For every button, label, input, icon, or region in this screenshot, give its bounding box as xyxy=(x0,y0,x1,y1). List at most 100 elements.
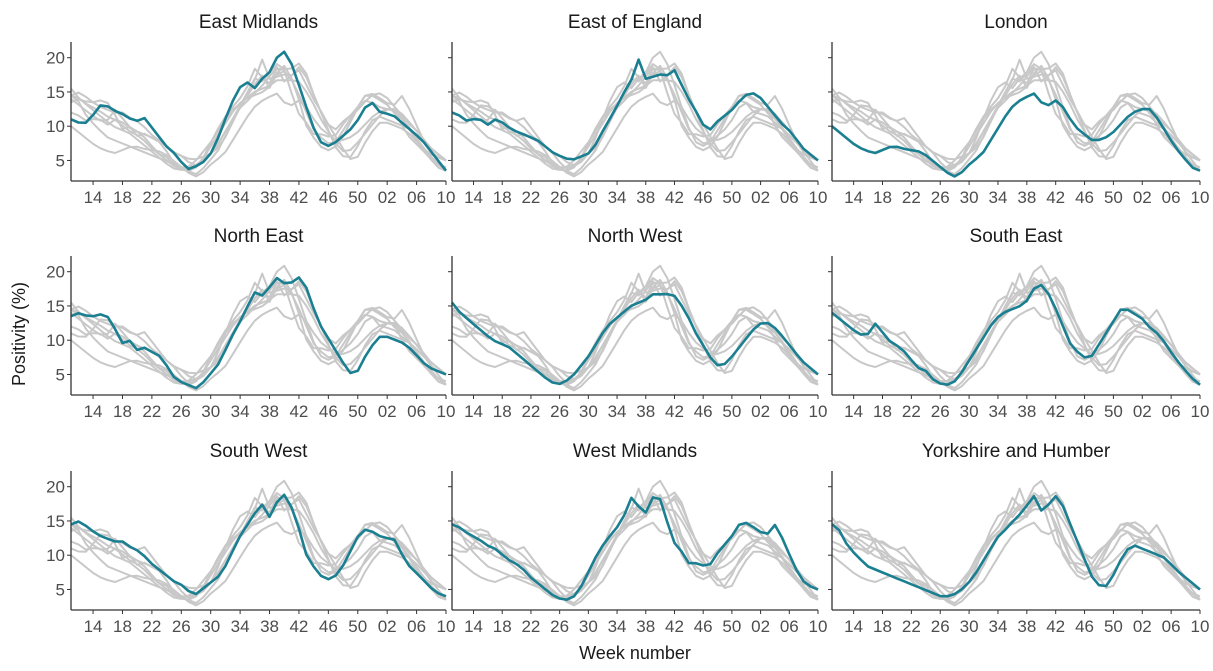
background-series-line xyxy=(831,496,1201,601)
highlight-series-line xyxy=(70,276,447,390)
x-tick-label: 06 xyxy=(1162,188,1181,207)
x-tick-label: 46 xyxy=(319,617,338,636)
panel-title: North East xyxy=(214,226,304,247)
x-tick-label: 10 xyxy=(1191,402,1210,421)
x-tick-label: 50 xyxy=(722,617,741,636)
x-tick-label: 42 xyxy=(289,402,308,421)
y-tick-label: 15 xyxy=(46,512,65,531)
panel-title: North West xyxy=(588,226,683,247)
x-tick-label: 38 xyxy=(260,188,279,207)
y-tick-label: 20 xyxy=(46,478,65,497)
x-tick-label: 50 xyxy=(722,188,741,207)
y-tick-label: 5 xyxy=(56,151,65,170)
background-series-line xyxy=(831,521,1201,607)
background-series-line xyxy=(831,281,1201,386)
x-tick-label: 26 xyxy=(931,402,950,421)
x-tick-label: 42 xyxy=(1046,402,1065,421)
panel-london: London 14 18 22 26 30 34 38 42 46 50 02 06 10 xyxy=(828,12,1209,207)
x-tick-label: 02 xyxy=(1133,188,1152,207)
x-tick-label: 02 xyxy=(378,617,397,636)
x-tick-label: 34 xyxy=(608,617,627,636)
x-tick-label: 30 xyxy=(579,617,598,636)
x-tick-label: 14 xyxy=(84,402,103,421)
x-tick-label: 30 xyxy=(960,402,979,421)
x-tick-label: 18 xyxy=(113,617,132,636)
x-tick-label: 42 xyxy=(1046,188,1065,207)
x-tick-label: 26 xyxy=(550,617,569,636)
x-tick-label: 18 xyxy=(873,402,892,421)
x-tick-label: 14 xyxy=(464,617,483,636)
x-tick-label: 50 xyxy=(722,402,741,421)
x-tick-label: 38 xyxy=(260,617,279,636)
x-tick-label: 46 xyxy=(319,188,338,207)
y-tick-label: 20 xyxy=(46,49,65,68)
y-tick-label: 20 xyxy=(46,263,65,282)
x-tick-label: 34 xyxy=(988,402,1007,421)
highlight-series-line xyxy=(70,493,447,598)
x-tick-label: 26 xyxy=(931,188,950,207)
x-tick-label: 34 xyxy=(608,188,627,207)
x-tick-label: 18 xyxy=(493,617,512,636)
panel-south-east: South East 14 18 22 26 30 34 38 42 46 50 02 06 10 xyxy=(828,226,1209,421)
y-tick-label: 15 xyxy=(46,297,65,316)
x-tick-label: 50 xyxy=(1104,402,1123,421)
x-tick-label: 30 xyxy=(960,617,979,636)
x-tick-label: 10 xyxy=(1191,188,1210,207)
x-tick-label: 14 xyxy=(844,617,863,636)
x-tick-label: 06 xyxy=(780,188,799,207)
x-tick-label: 50 xyxy=(1104,617,1123,636)
x-tick-label: 34 xyxy=(231,617,250,636)
panel-title: South West xyxy=(210,441,309,462)
background-series-line xyxy=(831,278,1201,383)
background-series-line xyxy=(451,92,819,178)
x-tick-label: 10 xyxy=(437,617,456,636)
x-tick-label: 02 xyxy=(751,617,770,636)
background-series-line xyxy=(451,64,819,169)
background-series-line xyxy=(70,521,447,607)
x-tick-label: 06 xyxy=(780,402,799,421)
x-tick-label: 18 xyxy=(873,617,892,636)
panel-east-of-england: East of England 14 18 22 26 30 34 38 42 46 50 02 06 1… xyxy=(448,12,827,207)
x-tick-label: 38 xyxy=(1017,402,1036,421)
x-tick-label: 42 xyxy=(665,617,684,636)
x-tick-label: 38 xyxy=(636,402,655,421)
x-tick-label: 22 xyxy=(521,617,540,636)
background-series-line xyxy=(70,92,447,178)
x-tick-label: 18 xyxy=(873,188,892,207)
x-tick-label: 10 xyxy=(437,188,456,207)
x-tick-label: 42 xyxy=(289,617,308,636)
x-tick-label: 18 xyxy=(493,402,512,421)
x-tick-label: 14 xyxy=(464,402,483,421)
x-tick-label: 30 xyxy=(579,402,598,421)
y-tick-label: 10 xyxy=(46,117,65,136)
x-tick-label: 30 xyxy=(579,188,598,207)
x-tick-label: 22 xyxy=(142,188,161,207)
highlight-series-line xyxy=(831,283,1201,386)
x-tick-label: 14 xyxy=(84,188,103,207)
panel-title: East of England xyxy=(568,12,702,33)
y-axis-title: Positivity (%) xyxy=(9,282,29,386)
background-series-line xyxy=(451,284,819,386)
x-tick-label: 38 xyxy=(1017,188,1036,207)
background-series-line xyxy=(451,495,819,598)
highlight-series-line xyxy=(450,292,819,386)
x-tick-label: 10 xyxy=(437,402,456,421)
x-tick-label: 18 xyxy=(113,188,132,207)
x-tick-label: 46 xyxy=(694,617,713,636)
x-tick-label: 10 xyxy=(1191,617,1210,636)
x-tick-label: 50 xyxy=(348,188,367,207)
x-tick-label: 46 xyxy=(319,402,338,421)
y-tick-label: 5 xyxy=(56,580,65,599)
x-tick-label: 18 xyxy=(113,402,132,421)
background-series-line xyxy=(70,306,447,392)
x-tick-label: 30 xyxy=(201,402,220,421)
x-tick-label: 38 xyxy=(260,402,279,421)
x-tick-label: 46 xyxy=(1075,188,1094,207)
background-series-line xyxy=(831,280,1201,383)
background-series-line xyxy=(451,521,819,607)
x-tick-label: 50 xyxy=(348,617,367,636)
x-tick-label: 30 xyxy=(960,188,979,207)
x-tick-label: 06 xyxy=(780,617,799,636)
highlight-series-line xyxy=(451,58,819,162)
panel-south-west: South West 5 10 15 20 14 18 22 26 30 34 38 42 46 50 02 0… xyxy=(46,441,455,636)
